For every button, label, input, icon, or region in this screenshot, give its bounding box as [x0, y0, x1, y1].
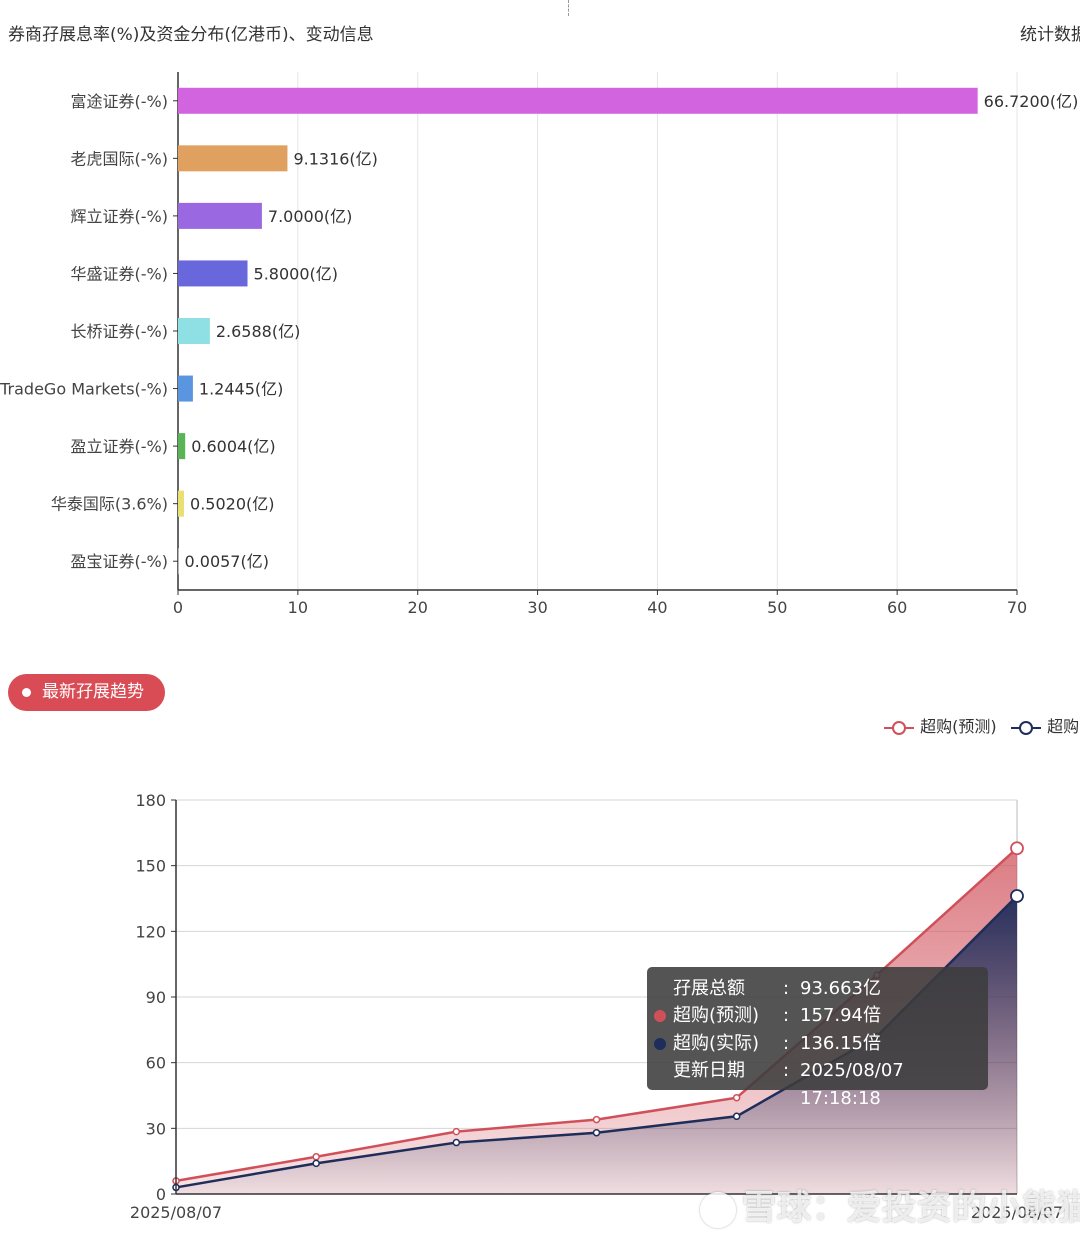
bar-value-label: 7.0000(亿): [268, 207, 352, 226]
category-label: TradeGo Markets(-%): [0, 380, 168, 399]
bar: [178, 490, 185, 517]
y-tick-label: 150: [135, 857, 166, 876]
x-tick-label: 50: [767, 598, 787, 617]
data-point: [312, 1159, 320, 1168]
x-tick-label: 30: [527, 598, 547, 617]
x-tick-label: 2025/08/07: [130, 1203, 222, 1222]
series-area: [176, 895, 1017, 1194]
tooltip-value: 136.15倍: [800, 1033, 881, 1054]
watermark-text: 雪球：爱投资的小熊猫: [742, 1188, 1080, 1228]
tooltip-value: 157.94倍: [800, 1005, 881, 1026]
category-label: 富途证券(-%): [71, 92, 168, 111]
category-label: 盈立证券(-%): [71, 437, 168, 456]
y-tick-label: 90: [146, 988, 166, 1007]
data-point: [1010, 889, 1024, 903]
chart-tooltip: 孖展总额 : 93.663亿 超购(预测) : 157.94倍 超购(实际) :…: [647, 967, 988, 1109]
data-point: [452, 1138, 461, 1147]
dot-icon: [22, 688, 31, 697]
bar-value-label: 5.8000(亿): [254, 264, 338, 283]
bar-value-label: 0.0057(亿): [185, 552, 269, 571]
tooltip-value: 2025/08/07 17:18:18: [800, 1060, 904, 1109]
tooltip-label: 更新日期: [673, 1060, 745, 1081]
series-dot-icon: [654, 1038, 666, 1050]
bar: [178, 375, 193, 402]
tooltip-label: 超购(实际): [673, 1033, 760, 1054]
data-point: [312, 1153, 320, 1161]
category-label: 长桥证券(-%): [71, 322, 168, 341]
stats-data-link[interactable]: 统计数据: [1020, 25, 1080, 45]
x-tick-label: 70: [1007, 598, 1027, 617]
x-tick-label: 0: [173, 598, 183, 617]
bar: [178, 433, 186, 460]
x-tick-label: 20: [408, 598, 428, 617]
bar: [178, 318, 210, 344]
bar-value-label: 0.6004(亿): [191, 437, 275, 456]
x-tick-label: 60: [887, 598, 907, 617]
tooltip-row: 孖展总额 : 93.663亿: [647, 975, 988, 1003]
tooltip-row: 更新日期 : 2025/08/07 17:18:18: [647, 1057, 988, 1109]
tooltip-colon: :: [783, 1005, 790, 1026]
series-dot-icon: [654, 1010, 666, 1022]
data-point: [452, 1127, 461, 1136]
bar-value-label: 2.6588(亿): [216, 322, 300, 341]
x-tick-label: 10: [288, 598, 308, 617]
data-point: [1010, 841, 1024, 856]
bar: [178, 87, 978, 114]
watermark: 雪球：爱投资的小熊猫: [700, 1180, 1080, 1229]
y-tick-label: 120: [135, 922, 166, 941]
broker-bar-chart: 0 10 20 30 40 50 60 70 富途证券(-%) 66.7200(亿) 老虎国际(-%…: [0, 72, 1079, 617]
data-point: [592, 1128, 601, 1137]
legend-item-actual[interactable]: 超购(实际): [1010, 713, 1080, 737]
tooltip-colon: :: [783, 978, 790, 999]
line-circle-icon: [884, 720, 914, 735]
tooltip-label: 孖展总额: [673, 978, 745, 999]
bar: [178, 202, 262, 229]
legend-label-actual: 超购(实际): [1047, 717, 1080, 736]
snowball-logo-icon: [700, 1191, 736, 1228]
y-tick-label: 30: [146, 1119, 166, 1138]
category-label: 盈宝证券(-%): [71, 552, 168, 571]
legend-item-forecast[interactable]: 超购(预测): [883, 713, 997, 737]
tooltip-colon: :: [783, 1060, 790, 1081]
latest-trend-label: 最新孖展趋势: [42, 682, 144, 702]
bar-value-label: 0.5020(亿): [190, 495, 274, 514]
y-tick-label: 60: [146, 1054, 166, 1073]
bar: [178, 260, 248, 287]
tooltip-row: 超购(实际) : 136.15倍: [647, 1030, 988, 1058]
bar-value-label: 9.1316(亿): [293, 149, 377, 168]
data-point: [732, 1093, 741, 1102]
y-tick-label: 180: [135, 791, 166, 810]
divider-dotted: [568, 0, 569, 16]
tooltip-row: 超购(预测) : 157.94倍: [647, 1002, 988, 1030]
line-circle-icon: [1011, 720, 1041, 735]
legend-label-forecast: 超购(预测): [920, 717, 997, 736]
tooltip-value: 93.663亿: [800, 978, 881, 999]
page-title: 券商孖展息率(%)及资金分布(亿港币)、变动信息: [8, 25, 374, 45]
latest-trend-button[interactable]: 最新孖展趋势: [8, 674, 165, 711]
x-tick-label: 2025/08/07: [971, 1203, 1063, 1222]
x-tick-label: 40: [647, 598, 667, 617]
data-point: [592, 1115, 601, 1124]
category-label: 华泰国际(3.6%): [51, 495, 168, 514]
category-label: 老虎国际(-%): [71, 149, 168, 168]
bar: [178, 548, 179, 575]
tooltip-colon: :: [783, 1033, 790, 1054]
bar: [178, 145, 288, 172]
data-point: [732, 1112, 741, 1121]
y-tick-label: 0: [156, 1185, 166, 1204]
bar-value-label: 66.7200(亿): [984, 92, 1079, 111]
category-label: 辉立证券(-%): [71, 207, 168, 226]
bar-value-label: 1.2445(亿): [199, 380, 283, 399]
tooltip-label: 超购(预测): [673, 1005, 760, 1026]
category-label: 华盛证券(-%): [71, 264, 168, 283]
